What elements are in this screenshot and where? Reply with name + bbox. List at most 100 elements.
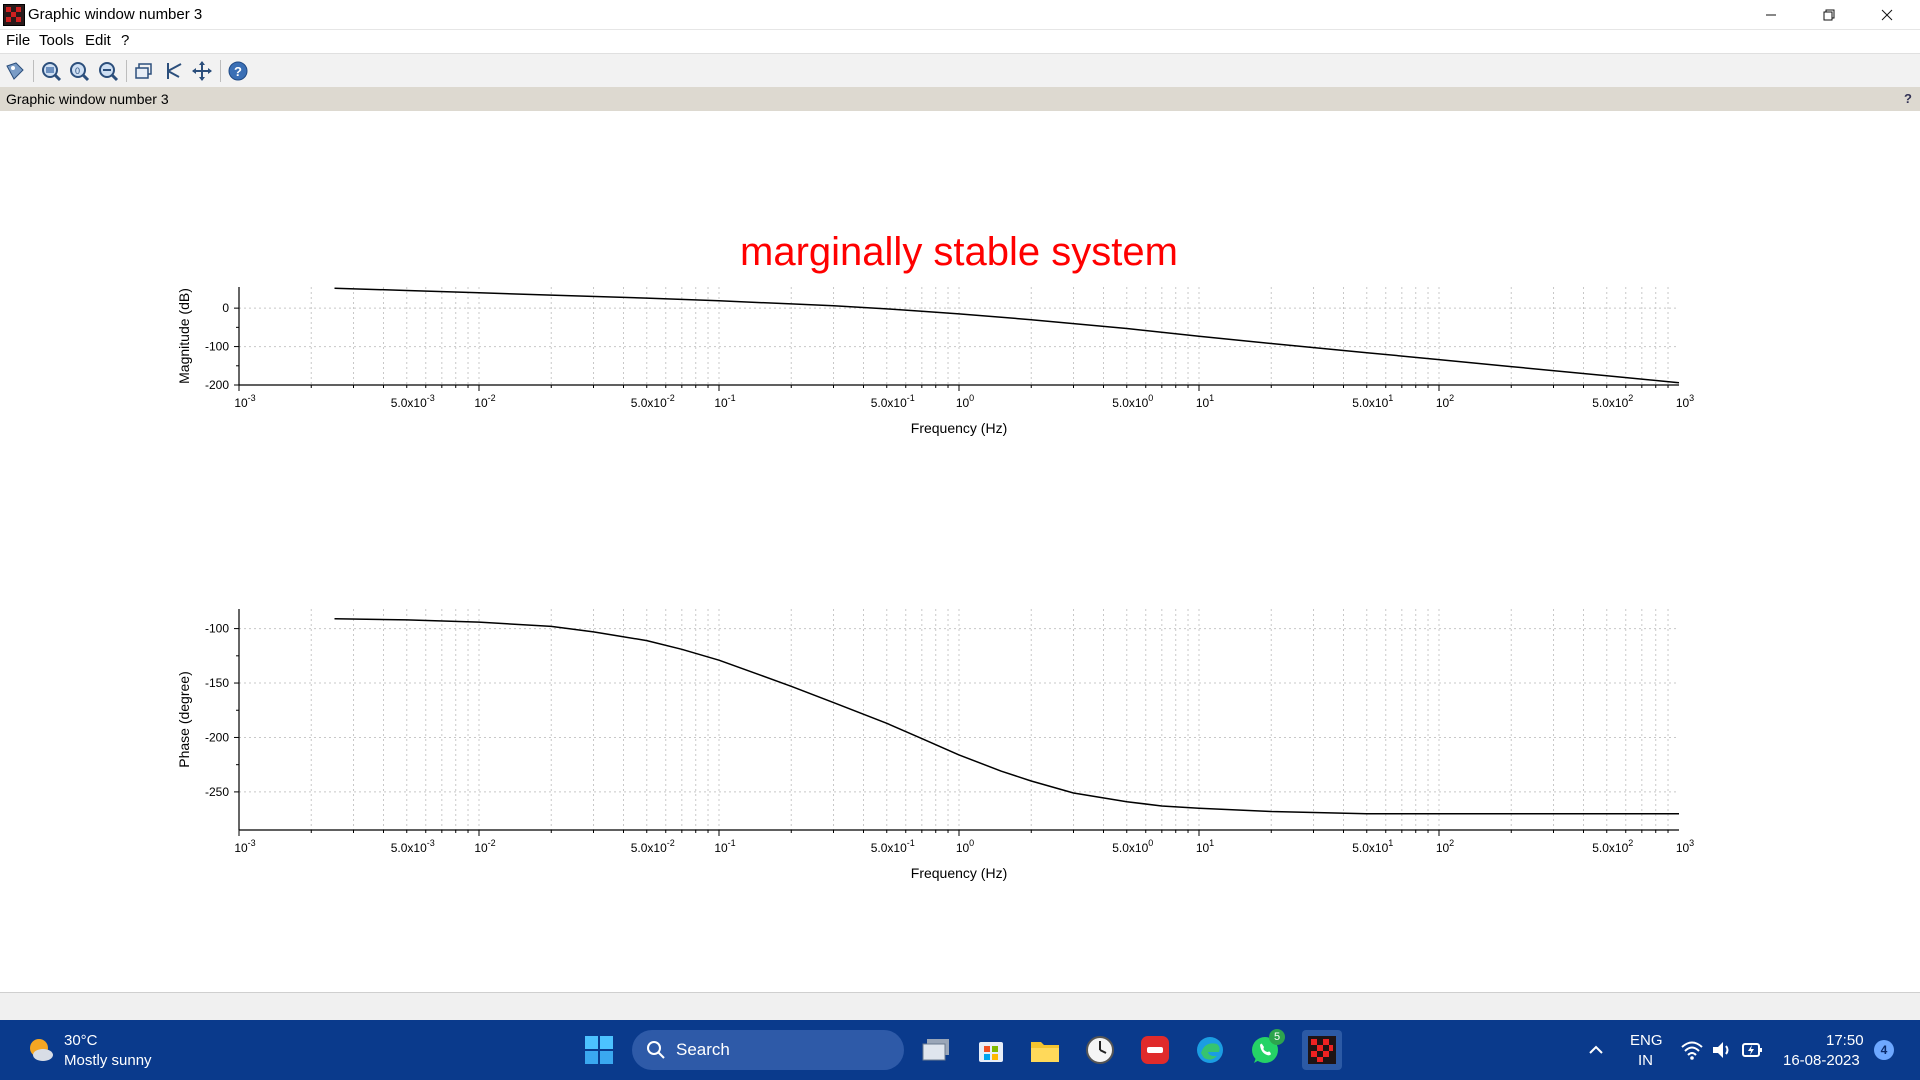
zoom-reset-icon: 0 (70, 62, 90, 82)
x-tick-label: 10-3 (234, 393, 255, 410)
x-tick-label: 5.0x10-3 (391, 838, 435, 855)
x-tick-label: 102 (1436, 393, 1454, 410)
notification-badge[interactable]: 4 (1874, 1040, 1894, 1060)
clock-date[interactable]: 16-08-2023 (1783, 1052, 1860, 1069)
figure-label-bar: Graphic window number 3 ? (0, 87, 1920, 111)
zoom-out-button[interactable] (97, 60, 119, 82)
language-indicator[interactable]: ENG (1630, 1032, 1663, 1049)
wifi-icon[interactable] (1680, 1038, 1704, 1062)
datatip-icon (6, 62, 24, 80)
volume-icon[interactable] (1710, 1038, 1734, 1062)
x-tick-label: 5.0x10-3 (391, 393, 435, 410)
scilab-button[interactable] (1302, 1030, 1342, 1070)
x-tick-label: 5.0x10-1 (871, 393, 915, 410)
x-tick-label: 5.0x102 (1592, 393, 1633, 410)
store-button[interactable] (973, 1032, 1009, 1068)
y-tick-label: -250 (205, 785, 229, 799)
chart-title: marginally stable system (740, 230, 1178, 274)
x-tick-label: 5.0x10-2 (631, 393, 675, 410)
rotate-3d-button[interactable] (133, 60, 155, 82)
file-explorer-icon (1031, 1042, 1059, 1062)
title-bar: Graphic window number 3 (0, 0, 1920, 30)
window-title: Graphic window number 3 (28, 6, 203, 23)
x-tick-label: 5.0x101 (1352, 838, 1393, 855)
restore-button[interactable] (1800, 0, 1858, 29)
store-icon (979, 1042, 1003, 1062)
task-view-icon (922, 1039, 949, 1061)
series-line-1 (334, 618, 1679, 815)
x-axis-label: Frequency (Hz) (911, 420, 1007, 436)
minimize-icon (1766, 14, 1776, 15)
menu-bar: File Tools Edit ? (0, 30, 1920, 52)
svg-text:?: ? (234, 64, 242, 79)
chevron-up-icon[interactable] (1586, 1040, 1606, 1060)
red-app-icon (1141, 1036, 1169, 1064)
help-icon: ? (228, 61, 248, 81)
whatsapp-button[interactable]: 5 (1247, 1029, 1285, 1068)
language-region[interactable]: IN (1638, 1052, 1653, 1069)
y-tick-label: -200 (205, 730, 229, 744)
y-tick-label: -100 (205, 340, 229, 354)
close-button[interactable] (1858, 0, 1916, 29)
x-tick-label: 100 (956, 393, 974, 410)
x-tick-label: 100 (956, 838, 974, 855)
taskbar-search[interactable]: Search (632, 1030, 904, 1070)
weather-desc[interactable]: Mostly sunny (64, 1052, 152, 1069)
edge-icon (1197, 1037, 1223, 1063)
menu-help[interactable]: ? (121, 32, 130, 49)
plot-canvas[interactable]: marginally stable system 0 -100 -200 10-3 5.0… (0, 111, 1920, 991)
zoom-out-icon (99, 62, 119, 82)
x-tick-label: 5.0x10-1 (871, 838, 915, 855)
zoom-in-button[interactable] (40, 60, 62, 82)
plot-panel-2: -100 -150 -200 -250 10-3 5.0x10-3 10-2 5.0x10-2… (176, 609, 1694, 881)
weather-temp[interactable]: 30°C (64, 1032, 98, 1049)
red-app-button[interactable] (1137, 1032, 1173, 1068)
whatsapp-badge: 5 (1269, 1029, 1285, 1045)
x-tick-label: 10-2 (474, 393, 495, 410)
x-tick-label: 10-3 (234, 838, 255, 855)
scilab-icon (1308, 1036, 1336, 1064)
clock-app-button[interactable] (1082, 1032, 1118, 1068)
menu-file[interactable]: File (6, 32, 31, 49)
pan-icon (192, 61, 212, 81)
figure-help-button[interactable]: ? (1904, 91, 1912, 106)
scilab-app-icon (3, 4, 25, 26)
zoom-reset-button[interactable]: 0 (68, 60, 90, 82)
x-tick-label: 5.0x10-2 (631, 838, 675, 855)
y-axis-label: Magnitude (dB) (176, 288, 192, 384)
file-explorer-button[interactable] (1027, 1032, 1063, 1068)
zoom-in-icon (42, 62, 62, 82)
minimize-button[interactable] (1742, 0, 1800, 29)
task-view-button[interactable] (918, 1032, 954, 1068)
menu-edit[interactable]: Edit (85, 32, 111, 49)
menu-tools[interactable]: Tools (39, 32, 75, 49)
weather-icon[interactable] (26, 1034, 56, 1064)
y-tick-label: -200 (205, 378, 229, 392)
datatip-button[interactable] (4, 60, 26, 82)
x-tick-label: 10-2 (474, 838, 495, 855)
clock-app-icon (1086, 1036, 1114, 1064)
x-tick-label: 10-1 (714, 838, 735, 855)
y-tick-label: -100 (205, 622, 229, 636)
x-tick-label: 101 (1196, 393, 1214, 410)
y-tick-label: -150 (205, 676, 229, 690)
axes-icon (167, 63, 182, 79)
edge-button[interactable] (1192, 1032, 1228, 1068)
close-icon (1881, 9, 1893, 20)
search-icon (647, 1041, 665, 1059)
x-tick-label: 10-1 (714, 393, 735, 410)
help-button[interactable]: ? (227, 60, 249, 82)
clock-time[interactable]: 17:50 (1826, 1032, 1864, 1049)
x-axis-label: Frequency (Hz) (911, 865, 1007, 881)
x-tick-label: 5.0x100 (1112, 838, 1153, 855)
rotate-3d-icon (135, 63, 152, 79)
battery-icon[interactable] (1740, 1038, 1764, 1062)
x-tick-label: 101 (1196, 838, 1214, 855)
toolbar: 0 ? (0, 53, 1920, 88)
pan-button[interactable] (191, 60, 213, 82)
axes-button[interactable] (162, 60, 184, 82)
restore-icon (1823, 9, 1835, 20)
start-icon[interactable] (585, 1036, 613, 1064)
x-tick-label: 5.0x100 (1112, 393, 1153, 410)
x-tick-label: 102 (1436, 838, 1454, 855)
